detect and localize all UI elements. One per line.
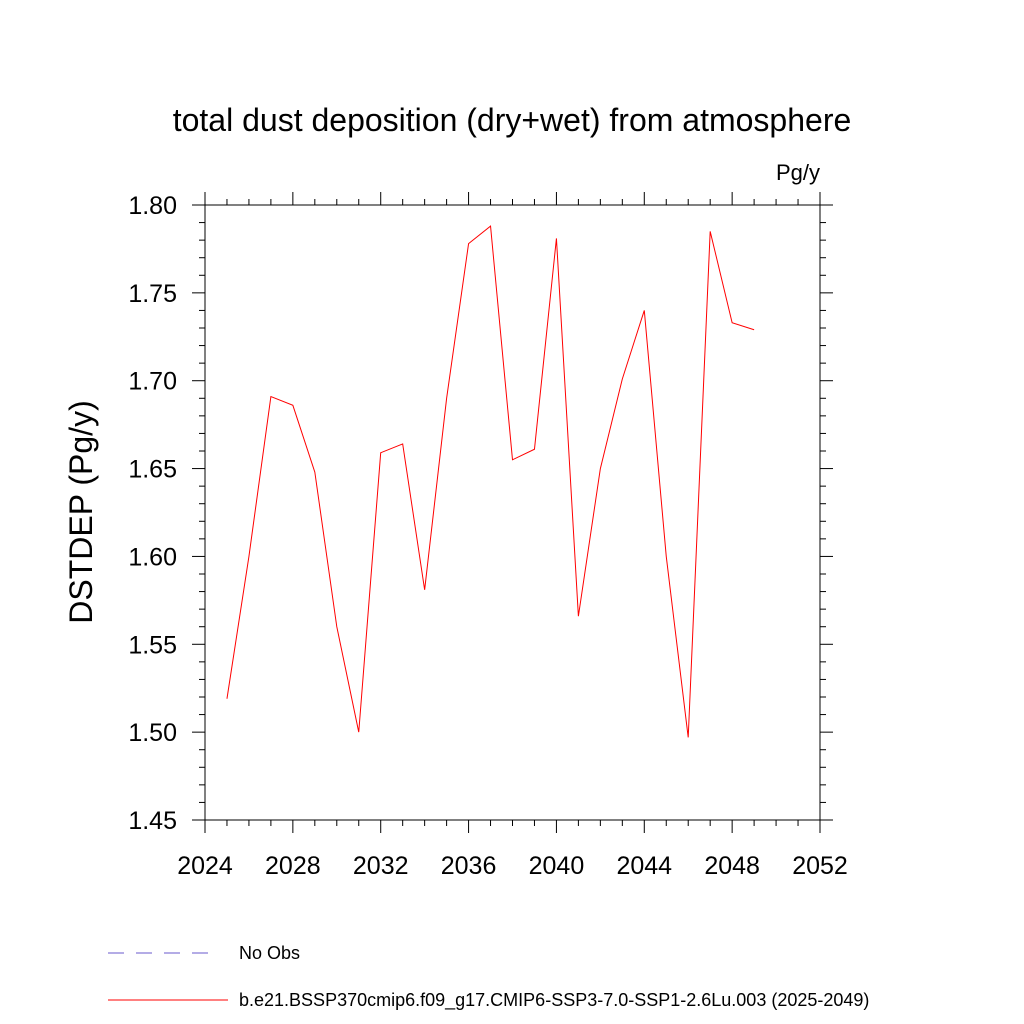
x-tick-label: 2044 — [616, 852, 672, 880]
chart-title: total dust deposition (dry+wet) from atm… — [173, 102, 852, 138]
legend-label-no-obs: No Obs — [239, 943, 300, 963]
y-axis-label: DSTDEP (Pg/y) — [63, 400, 99, 623]
axis-tick-labels: 2024 2028 2032 2036 2040 2044 2048 2052 1.45 1.50… — [128, 192, 847, 880]
data-series — [226, 225, 755, 738]
axis-ticks — [192, 192, 833, 833]
y-tick-label: 1.50 — [128, 719, 177, 747]
x-tick-label: 2036 — [441, 852, 497, 880]
y-tick-label: 1.75 — [128, 280, 177, 308]
series-line — [226, 225, 755, 738]
y-tick-label: 1.80 — [128, 192, 177, 220]
y-tick-label: 1.70 — [128, 368, 177, 396]
y-tick-label: 1.65 — [128, 456, 177, 484]
units-label: Pg/y — [776, 160, 820, 185]
x-tick-label: 2032 — [353, 852, 409, 880]
y-tick-label: 1.45 — [128, 807, 177, 835]
y-tick-label: 1.55 — [128, 631, 177, 659]
x-tick-label: 2048 — [704, 852, 760, 880]
x-tick-label: 2028 — [265, 852, 321, 880]
x-tick-label: 2040 — [529, 852, 585, 880]
legend-label-model-run: b.e21.BSSP370cmip6.f09_g17.CMIP6-SSP3-7.… — [239, 990, 869, 1011]
x-tick-label: 2024 — [177, 852, 233, 880]
y-tick-label: 1.60 — [128, 543, 177, 571]
legend: No Obs b.e21.BSSP370cmip6.f09_g17.CMIP6-… — [108, 943, 869, 1011]
plot-frame — [204, 204, 821, 821]
x-tick-label: 2052 — [792, 852, 848, 880]
